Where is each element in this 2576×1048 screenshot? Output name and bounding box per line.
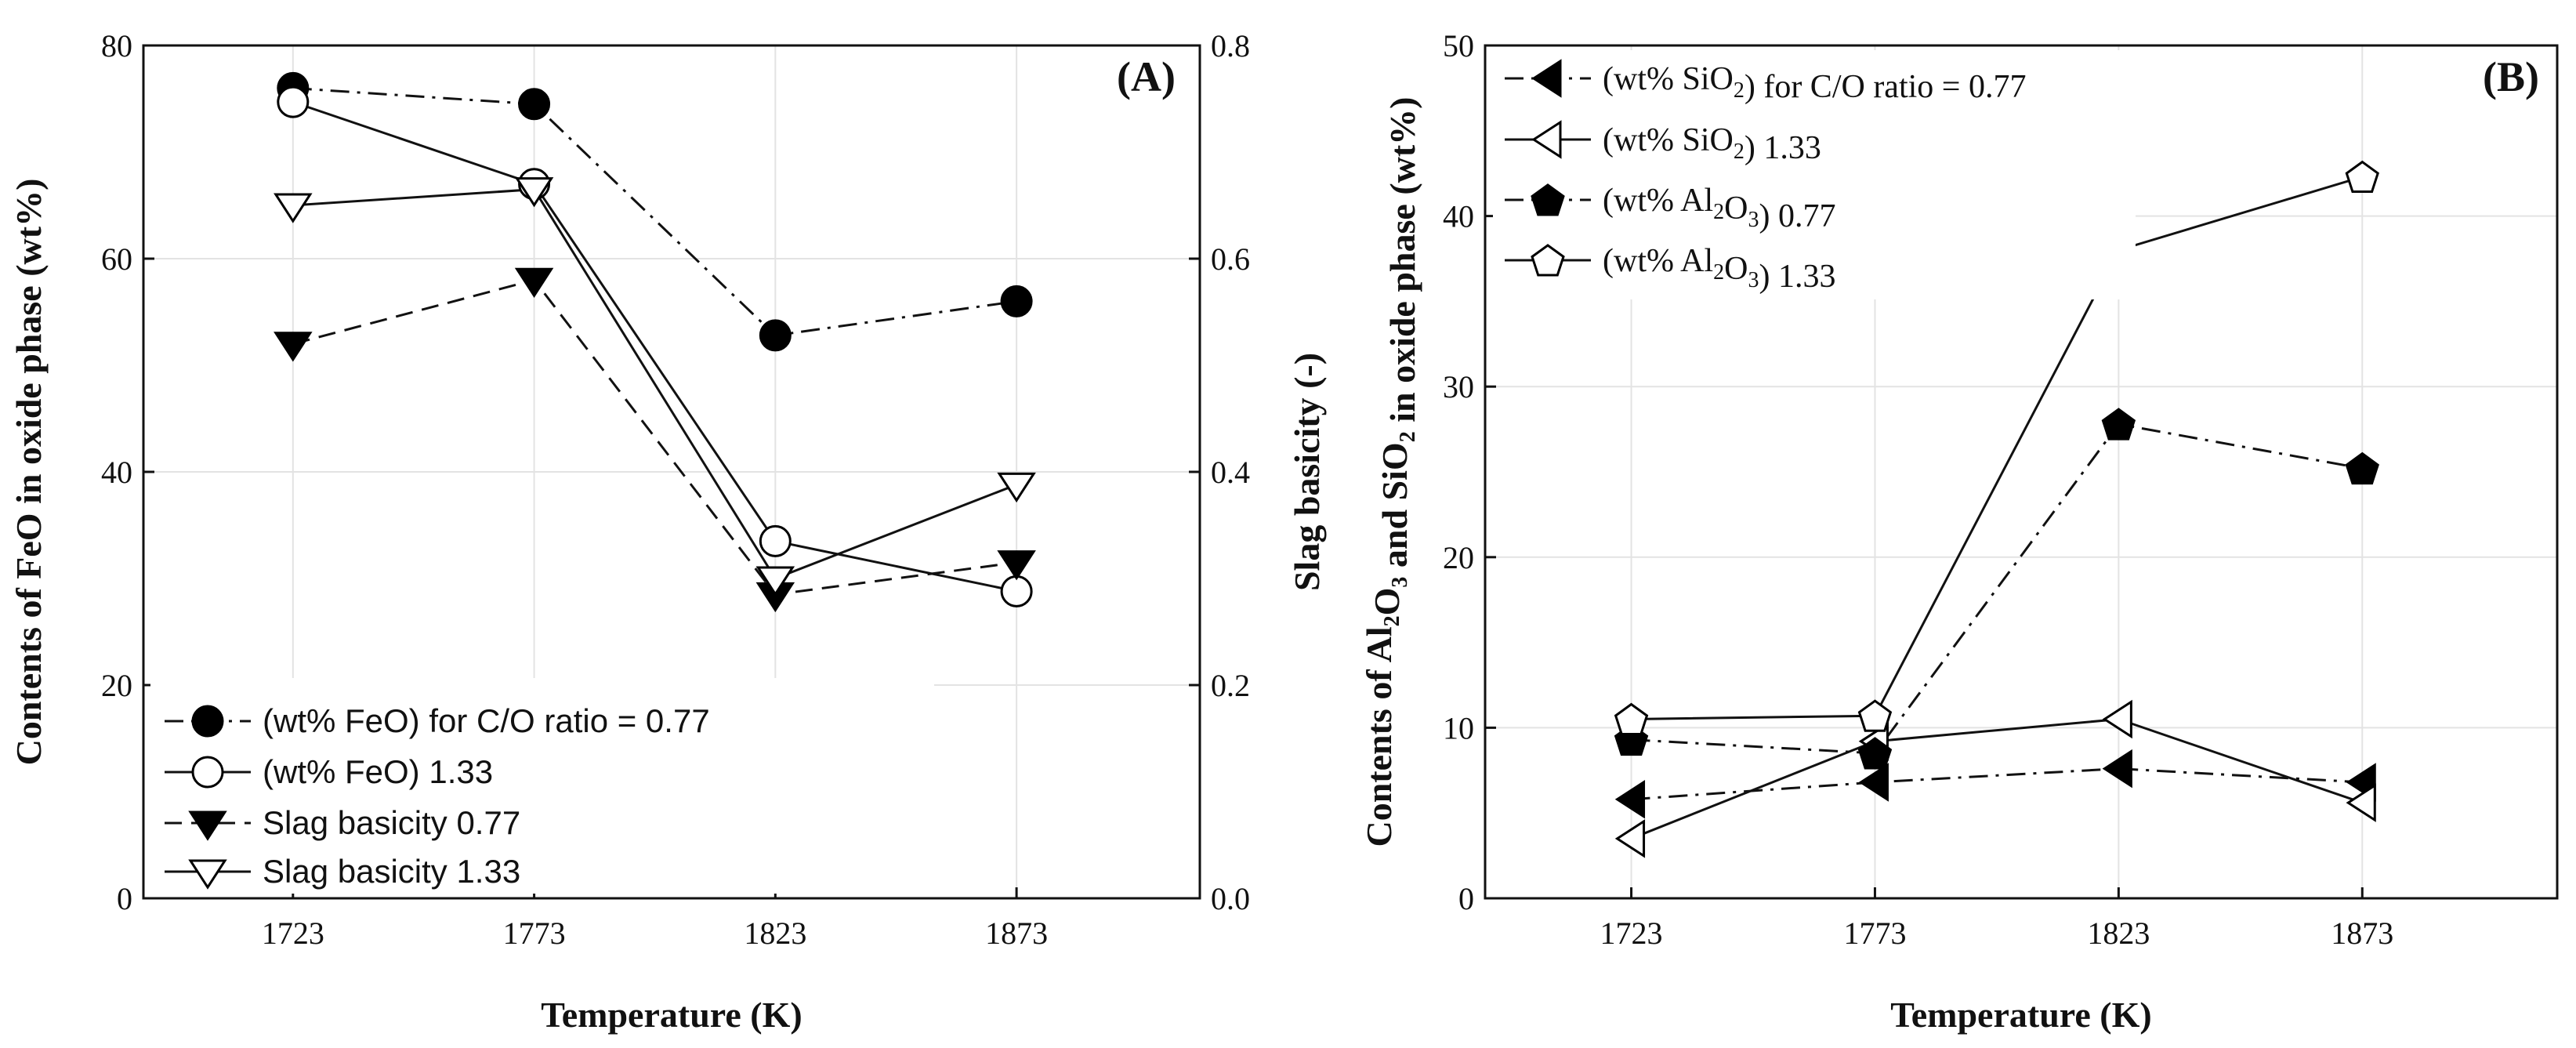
legend-text: Slag basicity 0.77 <box>263 804 520 841</box>
x-tick-label: 1823 <box>744 916 806 951</box>
series-line-3 <box>1631 176 2363 720</box>
series-0-point <box>1858 763 1889 802</box>
y-tick-label: 80 <box>101 28 132 63</box>
panel-a-xlabel: Temperature (K) <box>541 995 802 1035</box>
panel-a-legend-item-2: Slag basicity 0.77 <box>165 804 520 841</box>
legend-text: (wt% SiO2) for C/O ratio = 0.77 <box>1603 61 2026 105</box>
series-1-point <box>2346 783 2376 822</box>
series-0-point <box>518 88 551 121</box>
panel-b-frame <box>1484 44 2559 900</box>
y-tick-label: 50 <box>1443 28 1474 63</box>
series-line-1 <box>1630 717 2363 840</box>
y2-tick-label: 0.8 <box>1211 28 1250 63</box>
series-3-point <box>1857 699 1893 732</box>
series-3-point <box>274 193 313 223</box>
legend-marker <box>1531 59 1562 98</box>
x-tick-label: 1773 <box>1843 916 1906 951</box>
y-tick-label: 0 <box>117 881 132 916</box>
series-line-2 <box>1631 422 2363 755</box>
panel-b-legend: (wt% SiO2) for C/O ratio = 0.77 (wt% SiO… <box>1493 50 2136 299</box>
panel-b-legend-item-3: (wt% Al2O3) 1.33 <box>1505 243 1836 295</box>
y-tick-label: 10 <box>1443 710 1474 745</box>
y-tick-label: 20 <box>101 668 132 703</box>
panel-a-legend-item-1: (wt% FeO) 1.33 <box>165 753 493 790</box>
x-tick-label: 1823 <box>2087 916 2150 951</box>
panel-b-label: (B) <box>2483 53 2539 100</box>
series-1-point <box>1000 575 1033 607</box>
panel-b-ticks: 1723 1773 1823 1873 0 10 20 30 40 50 <box>1443 28 2393 951</box>
panel-b-xlabel: Temperature (K) <box>1890 995 2151 1035</box>
legend-marker <box>188 810 227 841</box>
series-1-point <box>1614 819 1646 858</box>
series-2-point <box>2345 451 2379 485</box>
panel-b-series <box>1614 160 2379 858</box>
panel-a-legend: (wt% FeO) for C/O ratio = 0.77 (wt% FeO)… <box>150 678 934 894</box>
series-2-point <box>274 332 313 362</box>
legend-marker <box>191 705 224 738</box>
y2-tick-label: 0.2 <box>1211 668 1250 703</box>
legend-marker <box>1531 244 1565 277</box>
y-tick-label: 20 <box>1443 540 1474 575</box>
y-tick-label: 40 <box>101 455 132 490</box>
legend-text: (wt% SiO2) 1.33 <box>1603 122 1821 166</box>
panel-a-ylabel: Contents of FeO in oxide phase (wt%) <box>9 179 49 766</box>
series-0-point <box>1614 780 1646 819</box>
series-2-point <box>2101 408 2136 441</box>
series-2-point <box>1857 737 1893 770</box>
panel-b-legend-item-0: (wt% SiO2) for C/O ratio = 0.77 <box>1505 59 2026 105</box>
legend-text: (wt% Al2O3) 1.33 <box>1603 243 1836 295</box>
panel-a-label: (A) <box>1117 53 1176 100</box>
y-tick-label: 60 <box>101 241 132 277</box>
series-1-point <box>2102 699 2132 739</box>
panel-b-legend-item-2: (wt% Al2O3) 0.77 <box>1505 183 1836 234</box>
panel-a-legend-bg <box>150 678 934 894</box>
legend-marker <box>191 756 224 789</box>
panel-a-series <box>274 71 1036 613</box>
panel-a-ticks: 1723 1773 1823 1873 0 20 40 60 80 0.0 0.2 0.4 0.6 0.8 <box>101 28 1250 951</box>
series-0-point <box>759 319 792 352</box>
legend-text: (wt% FeO) 1.33 <box>263 753 493 790</box>
x-tick-label: 1873 <box>985 916 1048 951</box>
legend-marker <box>1531 183 1565 216</box>
series-line-3 <box>292 188 1017 580</box>
series-0-point <box>1000 285 1033 317</box>
y2-tick-label: 0.0 <box>1211 881 1250 916</box>
panel-b-ylabel: Contents of Al2O3 and SiO2 in oxide phas… <box>1359 96 1422 847</box>
legend-text: Slag basicity 1.33 <box>263 853 520 890</box>
x-tick-label: 1723 <box>262 916 324 951</box>
panel-a-legend-item-0: (wt% FeO) for C/O ratio = 0.77 <box>165 702 710 739</box>
legend-text: (wt% FeO) for C/O ratio = 0.77 <box>263 702 710 739</box>
y2-tick-label: 0.4 <box>1211 455 1250 490</box>
series-1-point <box>759 524 792 557</box>
panel-b: 1723 1773 1823 1873 0 10 20 30 40 50 (B) Temperat… <box>1359 28 2559 1035</box>
series-0-point <box>2102 749 2132 789</box>
legend-marker <box>1531 120 1562 159</box>
y2-tick-label: 0.6 <box>1211 241 1250 277</box>
y-tick-label: 0 <box>1458 881 1474 916</box>
series-3-point <box>514 177 554 208</box>
series-3-point <box>1614 702 1649 735</box>
series-1-point <box>277 85 310 118</box>
series-3-point <box>755 566 795 597</box>
y-tick-label: 30 <box>1443 369 1474 404</box>
series-line-1 <box>292 100 1017 593</box>
series-3-point <box>2345 160 2379 193</box>
y-tick-label: 40 <box>1443 199 1474 234</box>
series-2-point <box>997 550 1036 581</box>
x-tick-label: 1873 <box>2331 916 2393 951</box>
legend-marker <box>188 859 227 890</box>
series-line-2 <box>292 278 1017 597</box>
panel-a-y2label: Slag basicity (-) <box>1287 353 1327 591</box>
x-tick-label: 1773 <box>503 916 566 951</box>
series-3-point <box>997 472 1036 503</box>
panel-b-legend-item-1: (wt% SiO2) 1.33 <box>1505 120 1821 166</box>
panel-a: 1723 1773 1823 1873 0 20 40 60 80 0.0 0.2 0.4 0.6 0.8… <box>9 28 1327 1035</box>
panel-b-legend-bg <box>1493 50 2136 299</box>
series-2-point <box>514 267 554 298</box>
series-line-0 <box>292 86 1017 337</box>
panel-a-legend-item-3: Slag basicity 1.33 <box>165 853 520 890</box>
x-tick-label: 1723 <box>1600 916 1663 951</box>
legend-text: (wt% Al2O3) 0.77 <box>1603 183 1836 234</box>
